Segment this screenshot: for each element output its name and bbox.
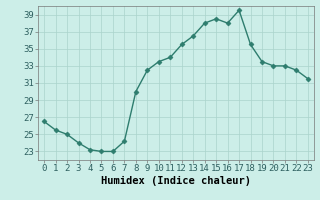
X-axis label: Humidex (Indice chaleur): Humidex (Indice chaleur)	[101, 176, 251, 186]
